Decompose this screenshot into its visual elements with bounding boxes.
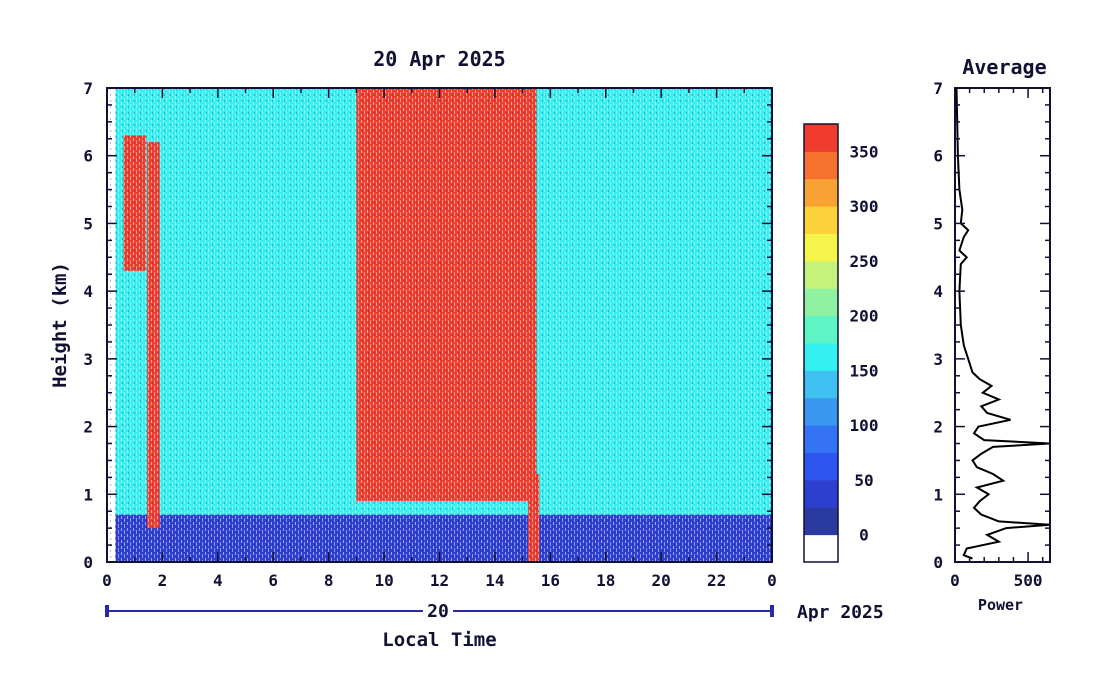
x-tick-label: 18 bbox=[596, 571, 615, 590]
colorbar-tick-label: 200 bbox=[850, 307, 879, 326]
average-profile-line bbox=[955, 87, 1051, 560]
colorbar-tick-label: 100 bbox=[850, 416, 879, 435]
colorbar-cell bbox=[804, 397, 838, 426]
y-tick-label: 5 bbox=[83, 214, 93, 233]
x-tick-label: 4 bbox=[213, 571, 223, 590]
date-bar: 20 Apr 2025 bbox=[105, 601, 884, 623]
x-tick-label: 16 bbox=[541, 571, 560, 590]
y-tick-label: 4 bbox=[83, 282, 93, 301]
x-tick-label: 22 bbox=[707, 571, 726, 590]
date-bar-label-bg bbox=[423, 601, 453, 621]
colorbar-tick-label: 150 bbox=[850, 361, 879, 380]
average-y-tick-label: 7 bbox=[933, 79, 943, 98]
colorbar-cell bbox=[804, 425, 838, 453]
colorbar-cell bbox=[804, 260, 838, 289]
date-bar-day: 20 bbox=[427, 601, 449, 622]
x-tick-label: 2 bbox=[158, 571, 168, 590]
speckle-overlay bbox=[107, 88, 772, 562]
colorbar-cell bbox=[804, 534, 838, 563]
colorbar-cell bbox=[804, 479, 838, 508]
y-tick-label: 0 bbox=[83, 553, 93, 572]
colorbar-cell bbox=[804, 452, 838, 481]
y-axis-ticks: 0 1 2 3 4 5 6 7 bbox=[83, 79, 772, 572]
chart-title: 20 Apr 2025 bbox=[373, 47, 505, 71]
date-bar-month-year: Apr 2025 bbox=[797, 602, 884, 623]
colorbar-tick-labels: 0 50 100 150 200 250 300 350 bbox=[850, 142, 879, 544]
x-tick-label: 20 bbox=[652, 571, 671, 590]
x-tick-label: 0 bbox=[102, 571, 112, 590]
colorbar-cell bbox=[804, 315, 838, 344]
average-y-tick-label: 0 bbox=[933, 553, 943, 572]
colorbar-tick-label: 250 bbox=[850, 252, 879, 271]
x-tick-label: 8 bbox=[324, 571, 334, 590]
colorbar-cell bbox=[804, 343, 838, 371]
colorbar-cell bbox=[804, 370, 838, 399]
average-y-tick-label: 5 bbox=[933, 214, 943, 233]
colorbar-cell bbox=[804, 288, 838, 317]
colorbar-cells bbox=[804, 124, 838, 563]
colorbar-frame bbox=[803, 123, 839, 563]
colorbar-cell bbox=[804, 206, 838, 234]
average-y-ticks: 0 1 2 3 4 5 6 7 bbox=[933, 79, 1050, 572]
average-plot-frame bbox=[954, 87, 1051, 563]
y-tick-label: 3 bbox=[83, 350, 93, 369]
average-profile-plot: 0 500 0 1 2 3 4 5 6 7 Average Power bbox=[933, 55, 1051, 614]
average-y-tick-label: 1 bbox=[933, 485, 943, 504]
colorbar-cell bbox=[804, 178, 838, 207]
average-title: Average bbox=[962, 55, 1046, 79]
y-tick-label: 1 bbox=[83, 485, 93, 504]
average-y-tick-label: 4 bbox=[933, 282, 943, 301]
colorbar-tick-label: 300 bbox=[850, 197, 879, 216]
average-y-tick-label: 2 bbox=[933, 418, 943, 437]
x-axis-label: Local Time bbox=[382, 629, 496, 651]
date-bar-right-cap bbox=[770, 605, 774, 617]
average-x-label: Power bbox=[978, 596, 1023, 614]
x-tick-label: 6 bbox=[268, 571, 278, 590]
colorbar-tick-label: 350 bbox=[850, 142, 879, 161]
y-tick-label: 6 bbox=[83, 147, 93, 166]
average-y-tick-label: 6 bbox=[933, 147, 943, 166]
x-tick-label: 0 bbox=[767, 571, 777, 590]
colorbar: 0 50 100 150 200 250 300 350 bbox=[803, 123, 879, 563]
average-x-tick-label: 0 bbox=[950, 571, 960, 590]
colorbar-cell bbox=[804, 507, 838, 536]
colorbar-cell bbox=[804, 124, 838, 152]
colorbar-tick-label: 0 bbox=[859, 526, 869, 545]
y-tick-label: 7 bbox=[83, 79, 93, 98]
average-x-tick-label: 500 bbox=[1014, 571, 1043, 590]
date-bar-left-cap bbox=[105, 605, 109, 617]
x-axis-ticks: 0 2 4 6 8 10 12 14 16 18 20 22 0 bbox=[102, 88, 777, 590]
average-y-tick-label: 3 bbox=[933, 350, 943, 369]
average-x-ticks: 0 500 bbox=[950, 88, 1044, 590]
x-tick-label: 12 bbox=[430, 571, 449, 590]
x-tick-label: 14 bbox=[485, 571, 504, 590]
colorbar-cell bbox=[804, 233, 838, 262]
colorbar-tick-label: 50 bbox=[854, 471, 873, 490]
y-axis-label: Height (km) bbox=[49, 262, 71, 388]
y-tick-label: 2 bbox=[83, 418, 93, 437]
colorbar-cell bbox=[804, 151, 838, 180]
x-tick-label: 10 bbox=[374, 571, 393, 590]
